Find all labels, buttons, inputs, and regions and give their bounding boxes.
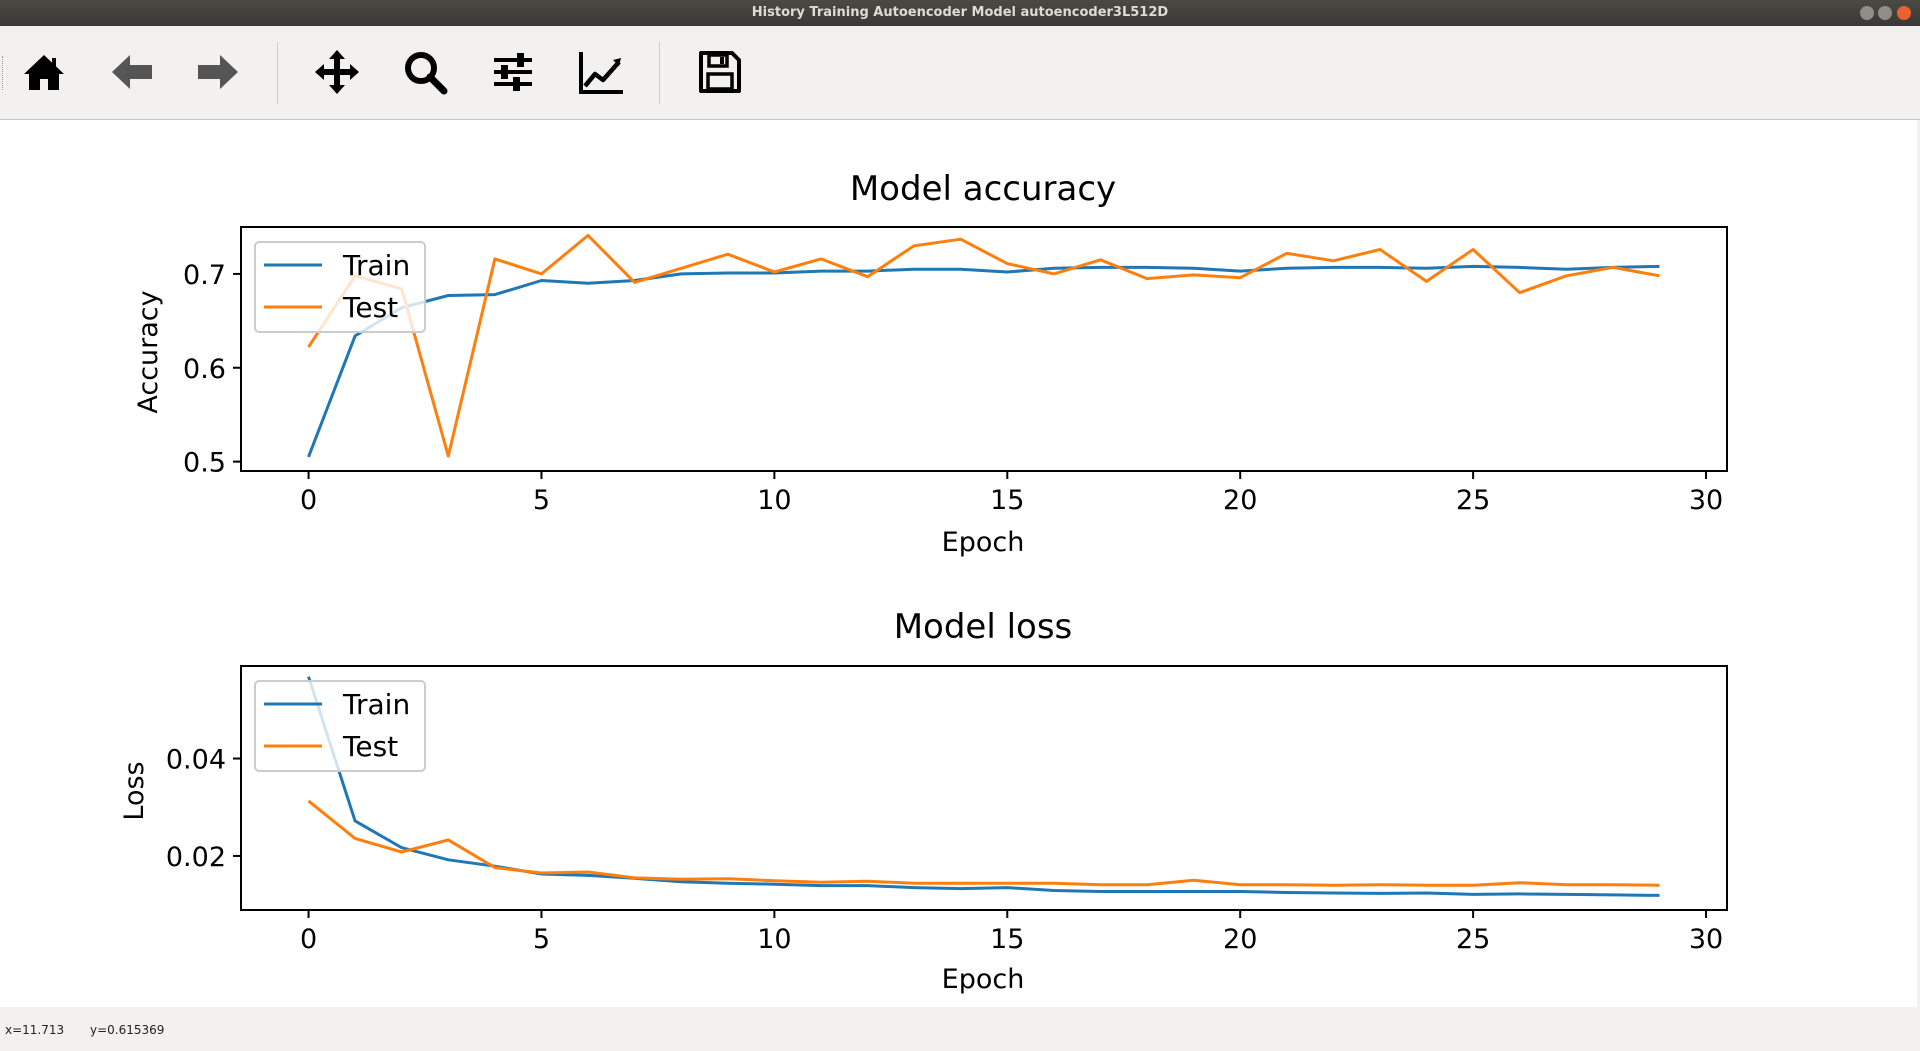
home-icon — [24, 55, 64, 90]
accuracy-x-ticks: 0 5 10 15 20 25 30 — [300, 471, 1723, 516]
close-window-button[interactable] — [1897, 6, 1911, 20]
y-tick-label: 0.02 — [166, 842, 226, 873]
x-tick-label: 5 — [533, 924, 550, 955]
loss-x-axis-label: Epoch — [942, 964, 1025, 995]
cursor-y-readout: y=0.615369 — [90, 1023, 165, 1037]
window-titlebar: History Training Autoencoder Model autoe… — [0, 0, 1920, 26]
x-tick-label: 20 — [1223, 485, 1257, 516]
x-tick-label: 5 — [533, 485, 550, 516]
back-button[interactable] — [108, 48, 156, 96]
x-tick-label: 0 — [300, 924, 317, 955]
home-button[interactable] — [20, 48, 68, 96]
accuracy-y-ticks: 0.5 0.6 0.7 — [183, 260, 241, 479]
canvas-right-edge — [1917, 120, 1920, 1007]
loss-chart-title: Model loss — [894, 607, 1073, 647]
sliders-icon — [494, 53, 532, 91]
accuracy-y-axis-label: Accuracy — [133, 290, 164, 413]
toolbar-separator — [659, 42, 660, 104]
legend-label-train: Train — [342, 249, 410, 282]
floppy-disk-icon — [699, 51, 741, 93]
legend-label-test: Test — [342, 291, 398, 324]
loss-plot-frame — [240, 665, 1728, 911]
x-tick-label: 15 — [990, 485, 1024, 516]
loss-subplot[interactable]: Model loss 0 5 10 15 20 25 30 0.02 0.04 Epoch L… — [119, 607, 1728, 995]
series-line-train — [307, 676, 1660, 897]
accuracy-x-axis-label: Epoch — [942, 527, 1025, 558]
x-tick-label: 25 — [1456, 485, 1490, 516]
loss-lines — [307, 676, 1660, 897]
y-tick-label: 0.7 — [183, 260, 226, 291]
y-tick-label: 0.04 — [166, 745, 226, 776]
loss-x-ticks: 0 5 10 15 20 25 30 — [300, 910, 1723, 955]
move-icon — [315, 50, 359, 94]
zoom-button[interactable] — [401, 48, 449, 96]
x-tick-label: 0 — [300, 485, 317, 516]
configure-subplots-button[interactable] — [489, 48, 537, 96]
navigation-toolbar — [0, 26, 1920, 120]
accuracy-subplot[interactable]: Model accuracy 0 5 10 15 20 25 30 0.5 0.6 0.7 Ep… — [133, 169, 1728, 558]
forward-button[interactable] — [194, 48, 242, 96]
status-bar: x=11.713 y=0.615369 — [0, 1007, 1920, 1051]
x-tick-label: 30 — [1689, 485, 1723, 516]
window-title: History Training Autoencoder Model autoe… — [751, 5, 1169, 20]
toolbar-grip[interactable] — [2, 56, 7, 90]
maximize-button[interactable] — [1878, 6, 1892, 20]
magnifier-icon — [405, 52, 448, 95]
series-line-train — [307, 264, 1660, 458]
legend-label-test: Test — [342, 730, 398, 763]
line-chart-icon — [579, 52, 623, 94]
figure-canvas[interactable]: Model accuracy 0 5 10 15 20 25 30 0.5 0.6 0.7 Ep… — [0, 120, 1920, 1007]
arrow-left-icon — [112, 55, 152, 89]
toolbar-separator — [277, 42, 278, 104]
loss-legend: Train Test — [254, 680, 426, 772]
accuracy-legend: Train Test — [254, 241, 426, 333]
pan-button[interactable] — [313, 48, 361, 96]
x-tick-label: 10 — [757, 485, 791, 516]
series-line-test — [307, 799, 1660, 887]
y-tick-label: 0.6 — [183, 354, 226, 385]
cursor-x-readout: x=11.713 — [5, 1023, 65, 1037]
accuracy-plot-frame — [240, 226, 1728, 472]
x-tick-label: 20 — [1223, 924, 1257, 955]
series-line-test — [307, 233, 1660, 458]
arrow-right-icon — [198, 55, 238, 89]
x-tick-label: 25 — [1456, 924, 1490, 955]
loss-y-ticks: 0.02 0.04 — [166, 745, 241, 873]
save-button[interactable] — [696, 48, 744, 96]
loss-y-axis-label: Loss — [119, 761, 150, 820]
edit-axis-button[interactable] — [577, 48, 625, 96]
legend-label-train: Train — [342, 688, 410, 721]
x-tick-label: 30 — [1689, 924, 1723, 955]
y-tick-label: 0.5 — [183, 448, 226, 479]
x-tick-label: 15 — [990, 924, 1024, 955]
x-tick-label: 10 — [757, 924, 791, 955]
minimize-button[interactable] — [1860, 6, 1874, 20]
accuracy-lines — [307, 233, 1660, 458]
accuracy-chart-title: Model accuracy — [850, 169, 1116, 209]
